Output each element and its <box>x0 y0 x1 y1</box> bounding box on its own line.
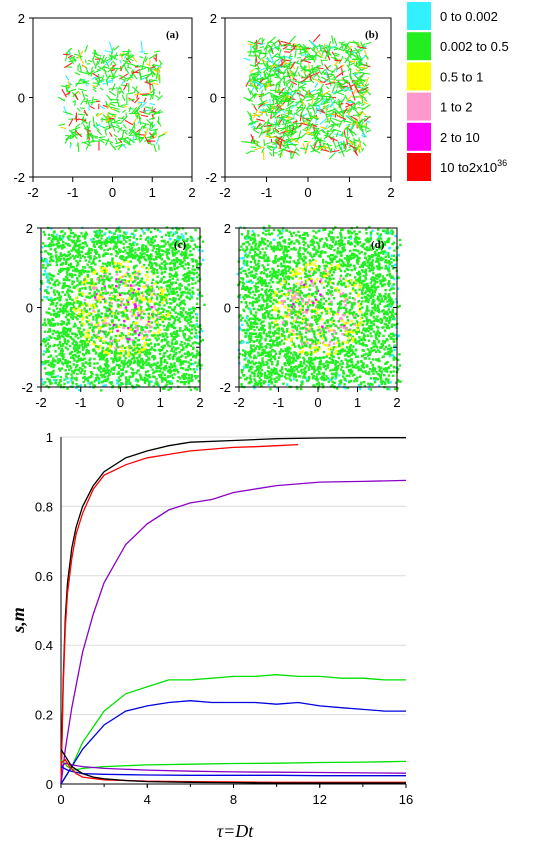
legend-swatch <box>407 122 431 151</box>
y-tick-label: 0.8 <box>35 499 53 514</box>
legend-item: 0 to 0.002 <box>407 2 498 30</box>
panel-x-tick-label: -2 <box>35 395 47 410</box>
series-line-2 <box>60 479 407 785</box>
panel-y-tick-label: -2 <box>13 170 25 185</box>
panel-x-tick-label: 1 <box>149 185 156 200</box>
legend-label: 1 to 2 <box>440 100 473 115</box>
panel-x-tick-label: 2 <box>387 185 394 200</box>
legend-item: 1 to 2 <box>407 92 473 121</box>
legend-swatch <box>407 62 431 91</box>
map-panels: -2 -1 0 1 2 2 0 -2 (a) -2 -1 0 1 2 2 0 -2 (b) -2 -1 0 1 2 2 0 -2 (… <box>13 11 402 410</box>
panel-y-tick-label: 2 <box>210 11 217 26</box>
series-line-0 <box>60 437 406 785</box>
panel-x-tick-label: 2 <box>188 185 195 200</box>
y-tick-label: 0.6 <box>35 569 53 584</box>
panel-cloud <box>39 226 206 392</box>
legend-item: 2 to 10 <box>407 122 480 151</box>
panel-x-tick-label: -1 <box>75 395 87 410</box>
series-line-4 <box>60 700 406 785</box>
series-line-6 <box>60 762 407 774</box>
panel-y-tick-label: 0 <box>224 301 231 316</box>
line-chart-ylabel: s,m <box>8 607 28 634</box>
y-tick-label: 1 <box>46 430 53 445</box>
legend: 0 to 0.002 0.002 to 0.5 0.5 to 1 1 to 2 2 to… <box>407 2 509 181</box>
legend-swatch <box>407 153 431 181</box>
panel-x-tick-label: -2 <box>219 185 231 200</box>
legend-swatch <box>407 92 431 121</box>
panel-x-tick-label: 1 <box>157 395 164 410</box>
panel-label: (c) <box>174 239 187 251</box>
legend-label: 0.5 to 1 <box>440 69 483 84</box>
legend-item: 10 to2x1036 <box>407 153 507 181</box>
panel-label: (d) <box>371 239 385 251</box>
x-tick-label: 4 <box>144 792 151 807</box>
line-chart-xlabel: τ=Dt <box>217 821 255 841</box>
panel-x-tick-label: -1 <box>67 185 79 200</box>
panel-x-tick-label: -1 <box>261 185 273 200</box>
legend-label: 10 to2x1036 <box>440 158 507 175</box>
legend-item: 0.002 to 0.5 <box>407 32 509 61</box>
panel-label: (a) <box>166 29 179 41</box>
panel-cloud <box>236 224 402 391</box>
panel-x-tick-label: 0 <box>314 395 321 410</box>
y-tick-label: 0.2 <box>35 708 53 723</box>
series-line-9 <box>60 748 406 784</box>
panel-cloud <box>57 40 168 153</box>
line-chart: 0 0.2 0.4 0.6 0.8 1 0 4 8 12 16 τ=Dt s,m <box>8 430 413 841</box>
panel-b: -2 -1 0 1 2 2 0 -2 (b) <box>205 11 394 200</box>
panel-c: -2 -1 0 1 2 2 0 -2 (c) <box>21 221 206 410</box>
panel-x-tick-label: 2 <box>393 395 400 410</box>
panel-y-tick-label: 0 <box>210 91 217 106</box>
panel-x-tick-label: -2 <box>233 395 245 410</box>
line-chart-axes: 0 0.2 0.4 0.6 0.8 1 0 4 8 12 16 <box>35 430 413 807</box>
legend-item: 0.5 to 1 <box>407 62 483 91</box>
panel-x-tick-label: -1 <box>273 395 285 410</box>
panel-y-tick-label: -2 <box>21 380 33 395</box>
panel-cloud <box>241 33 372 161</box>
panel-y-tick-label: 0 <box>26 301 33 316</box>
series-line-3 <box>60 674 406 785</box>
x-tick-label: 12 <box>313 792 327 807</box>
panel-x-tick-label: 0 <box>109 185 116 200</box>
legend-label: 0.002 to 0.5 <box>440 39 509 54</box>
x-tick-label: 16 <box>399 792 413 807</box>
panel-x-tick-label: 1 <box>354 395 361 410</box>
line-chart-grid <box>61 436 406 716</box>
panel-y-tick-label: 2 <box>26 221 33 236</box>
panel-x-tick-label: 2 <box>196 395 203 410</box>
panel-x-tick-label: 0 <box>117 395 124 410</box>
x-tick-label: 0 <box>57 792 64 807</box>
series-line-1 <box>60 443 299 785</box>
legend-swatch <box>407 32 431 61</box>
legend-swatch <box>407 2 431 30</box>
panel-d: -2 -1 0 1 2 2 0 -2 (d) <box>219 221 402 410</box>
panel-x-tick-label: -2 <box>27 185 39 200</box>
panel-y-tick-label: -2 <box>219 380 231 395</box>
panel-y-tick-label: -2 <box>205 170 217 185</box>
y-tick-label: 0.4 <box>35 638 53 653</box>
legend-label: 0 to 0.002 <box>440 9 498 24</box>
y-tick-label: 0 <box>46 777 53 792</box>
panel-x-tick-label: 0 <box>304 185 311 200</box>
panel-label: (b) <box>365 29 379 41</box>
x-tick-label: 8 <box>230 792 237 807</box>
series-line-7 <box>60 766 406 777</box>
panel-a: -2 -1 0 1 2 2 0 -2 (a) <box>13 11 195 200</box>
line-chart-series <box>60 437 407 785</box>
panel-y-tick-label: 2 <box>224 221 231 236</box>
legend-label: 2 to 10 <box>440 130 480 145</box>
panel-y-tick-label: 2 <box>18 11 25 26</box>
panel-y-tick-label: 0 <box>18 91 25 106</box>
panel-x-tick-label: 1 <box>346 185 353 200</box>
